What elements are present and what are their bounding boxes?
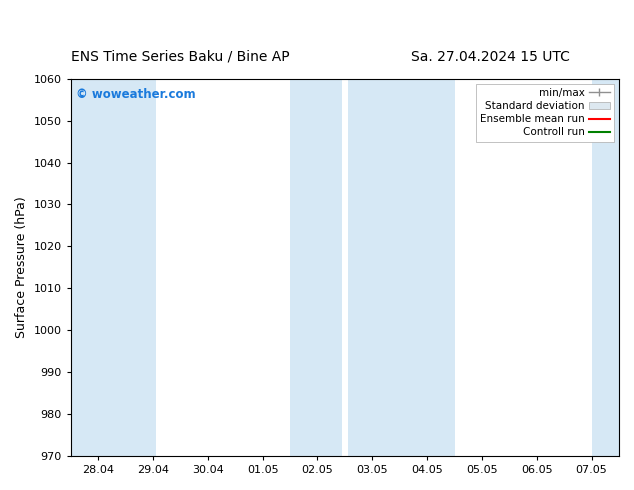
Text: ENS Time Series Baku / Bine AP: ENS Time Series Baku / Bine AP [71, 49, 289, 64]
Text: © woweather.com: © woweather.com [76, 88, 196, 101]
Bar [71, 79, 126, 456]
Bar [592, 79, 619, 456]
Bar [399, 79, 455, 456]
Bar [347, 79, 399, 456]
Legend: min/max, Standard deviation, Ensemble mean run, Controll run: min/max, Standard deviation, Ensemble me… [476, 84, 614, 142]
Bar [290, 79, 342, 456]
Bar [126, 79, 156, 456]
Y-axis label: Surface Pressure (hPa): Surface Pressure (hPa) [15, 196, 28, 338]
Text: Sa. 27.04.2024 15 UTC: Sa. 27.04.2024 15 UTC [411, 49, 569, 64]
